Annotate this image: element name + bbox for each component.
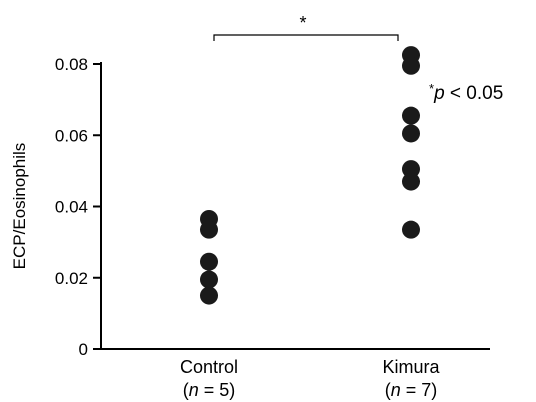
p-value-note: *p < 0.05 [429,81,503,104]
y-tick-label: 0.04 [55,198,88,217]
data-point-kimura [402,56,420,75]
y-tick-label: 0.08 [55,55,88,74]
data-point-control [200,220,218,239]
y-tick-label: 0.02 [55,269,88,288]
data-point-kimura [402,106,420,125]
data-points [200,46,420,305]
y-tick-label: 0 [79,340,88,359]
significance-bracket [213,34,399,41]
data-point-kimura [402,220,420,239]
data-point-kimura [402,172,420,191]
data-point-kimura [402,124,420,143]
data-point-control [200,252,218,271]
y-tick-label: 0.06 [55,126,88,145]
category-n-control: (n = 5) [183,380,236,400]
significance-star: * [299,13,306,33]
category-label-control: Control [180,357,238,377]
y-ticks: 0 0.02 0.04 0.06 0.08 [55,55,101,359]
data-point-control [200,286,218,305]
y-axis-title: ECP/Eosinophils [10,143,29,270]
data-point-kimura [402,160,420,179]
data-point-control [200,270,218,289]
category-label-kimura: Kimura [382,357,440,377]
category-n-kimura: (n = 7) [385,380,438,400]
